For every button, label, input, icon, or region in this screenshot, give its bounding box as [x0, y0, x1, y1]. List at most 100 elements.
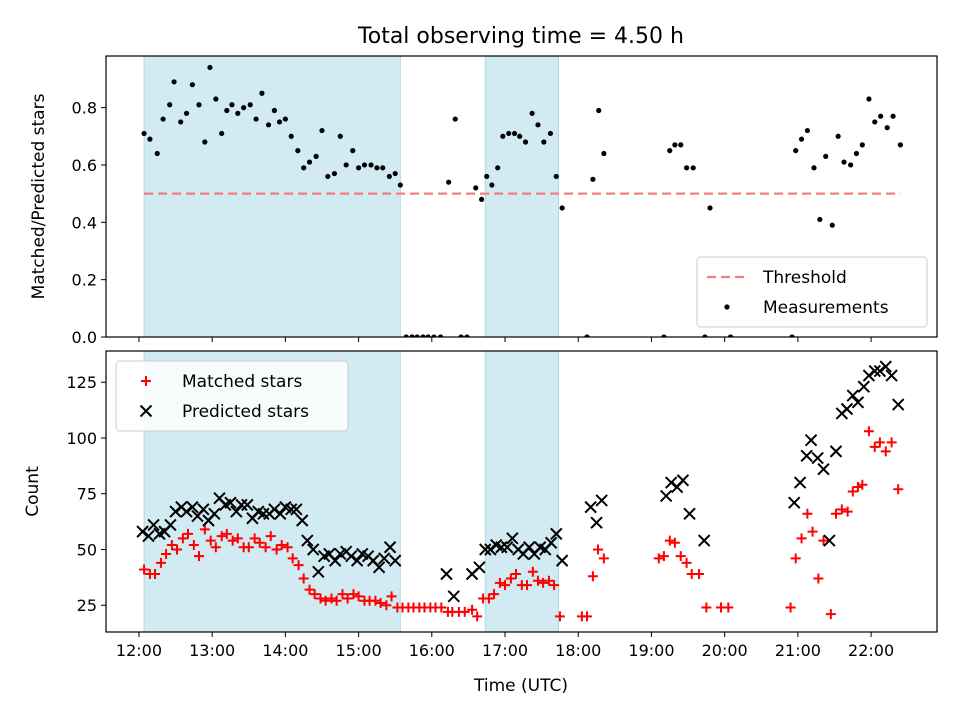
data-point	[672, 142, 678, 148]
data-point	[257, 507, 270, 521]
data-point	[500, 133, 506, 139]
data-point	[446, 179, 452, 185]
data-point	[852, 482, 863, 493]
data-point	[789, 334, 795, 337]
data-point	[361, 162, 368, 168]
legend-box	[696, 256, 928, 328]
data-point	[437, 334, 444, 337]
data-point	[331, 170, 338, 177]
data-point	[701, 602, 712, 613]
data-point	[458, 334, 464, 337]
data-point	[473, 185, 479, 191]
data-point	[664, 535, 675, 546]
data-point	[381, 600, 392, 611]
x-tick-label: 17:00	[482, 641, 528, 660]
data-point	[199, 524, 210, 535]
data-point	[196, 102, 202, 108]
data-point	[880, 446, 891, 457]
data-point	[823, 534, 836, 547]
data-point	[884, 125, 890, 131]
data-point	[306, 159, 313, 165]
x-tick-label: 22:00	[848, 641, 894, 660]
data-point	[521, 580, 532, 591]
data-point	[375, 598, 386, 609]
x-tick-label: 16:00	[409, 641, 455, 660]
data-point	[500, 580, 511, 591]
data-point	[811, 451, 824, 465]
data-point	[312, 565, 325, 578]
data-point	[414, 334, 420, 337]
data-point	[723, 602, 734, 613]
data-point	[392, 170, 398, 177]
data-point	[161, 548, 172, 559]
data-point	[890, 113, 896, 119]
x-tick-label: 13:00	[189, 641, 235, 660]
data-point	[326, 593, 337, 604]
data-point	[397, 182, 403, 188]
data-point	[205, 535, 216, 546]
data-point	[495, 541, 508, 554]
data-point	[506, 532, 519, 545]
observing-interval-0	[143, 55, 401, 338]
data-point	[301, 165, 307, 171]
legend-swatch	[724, 304, 730, 310]
data-point	[595, 494, 608, 507]
data-point	[891, 398, 905, 411]
data-point	[309, 589, 320, 600]
data-point	[478, 196, 485, 202]
data-point	[436, 602, 447, 613]
data-point	[541, 139, 547, 145]
data-point	[878, 113, 884, 119]
y-tick-label: 25	[77, 596, 97, 615]
data-point	[420, 334, 426, 337]
data-point	[388, 554, 402, 567]
data-point	[489, 182, 495, 188]
data-point	[550, 527, 563, 541]
data-point	[337, 589, 348, 600]
data-point	[383, 541, 397, 554]
data-point	[517, 133, 523, 139]
data-point	[235, 498, 248, 512]
data-point	[817, 462, 830, 476]
data-point	[197, 503, 210, 516]
data-point	[547, 130, 554, 137]
data-point	[271, 107, 277, 114]
data-point	[658, 551, 669, 562]
legend: Threshold Measurements	[696, 256, 928, 328]
data-point	[350, 148, 356, 154]
data-point	[879, 360, 892, 373]
chart-title: Total observing time = 4.50 h	[357, 24, 684, 49]
data-point	[522, 541, 536, 554]
data-point	[343, 162, 349, 168]
data-point	[707, 205, 713, 211]
data-point	[160, 116, 166, 122]
data-point	[829, 445, 843, 458]
data-point	[697, 534, 711, 547]
data-point	[559, 205, 565, 211]
data-point	[582, 611, 593, 622]
data-point	[431, 334, 437, 337]
data-point	[796, 533, 807, 544]
data-point	[348, 589, 359, 600]
data-point	[683, 507, 696, 521]
data-point	[804, 127, 811, 134]
data-point	[235, 110, 241, 116]
data-point	[219, 130, 225, 137]
y-tick-label: 0.6	[72, 156, 97, 175]
data-point	[847, 486, 858, 497]
data-point	[172, 544, 183, 555]
y-tick-label: 0.0	[72, 328, 97, 347]
data-point	[543, 575, 554, 586]
legend-label: Threshold	[762, 268, 847, 288]
data-point	[817, 216, 823, 223]
data-point	[676, 474, 690, 487]
data-point	[301, 534, 314, 547]
data-point	[386, 591, 397, 602]
data-point	[549, 580, 560, 591]
data-point	[260, 542, 271, 553]
data-point	[535, 122, 541, 128]
data-point	[306, 543, 320, 556]
data-point	[241, 105, 247, 111]
data-point	[331, 595, 342, 606]
data-point	[386, 173, 392, 180]
